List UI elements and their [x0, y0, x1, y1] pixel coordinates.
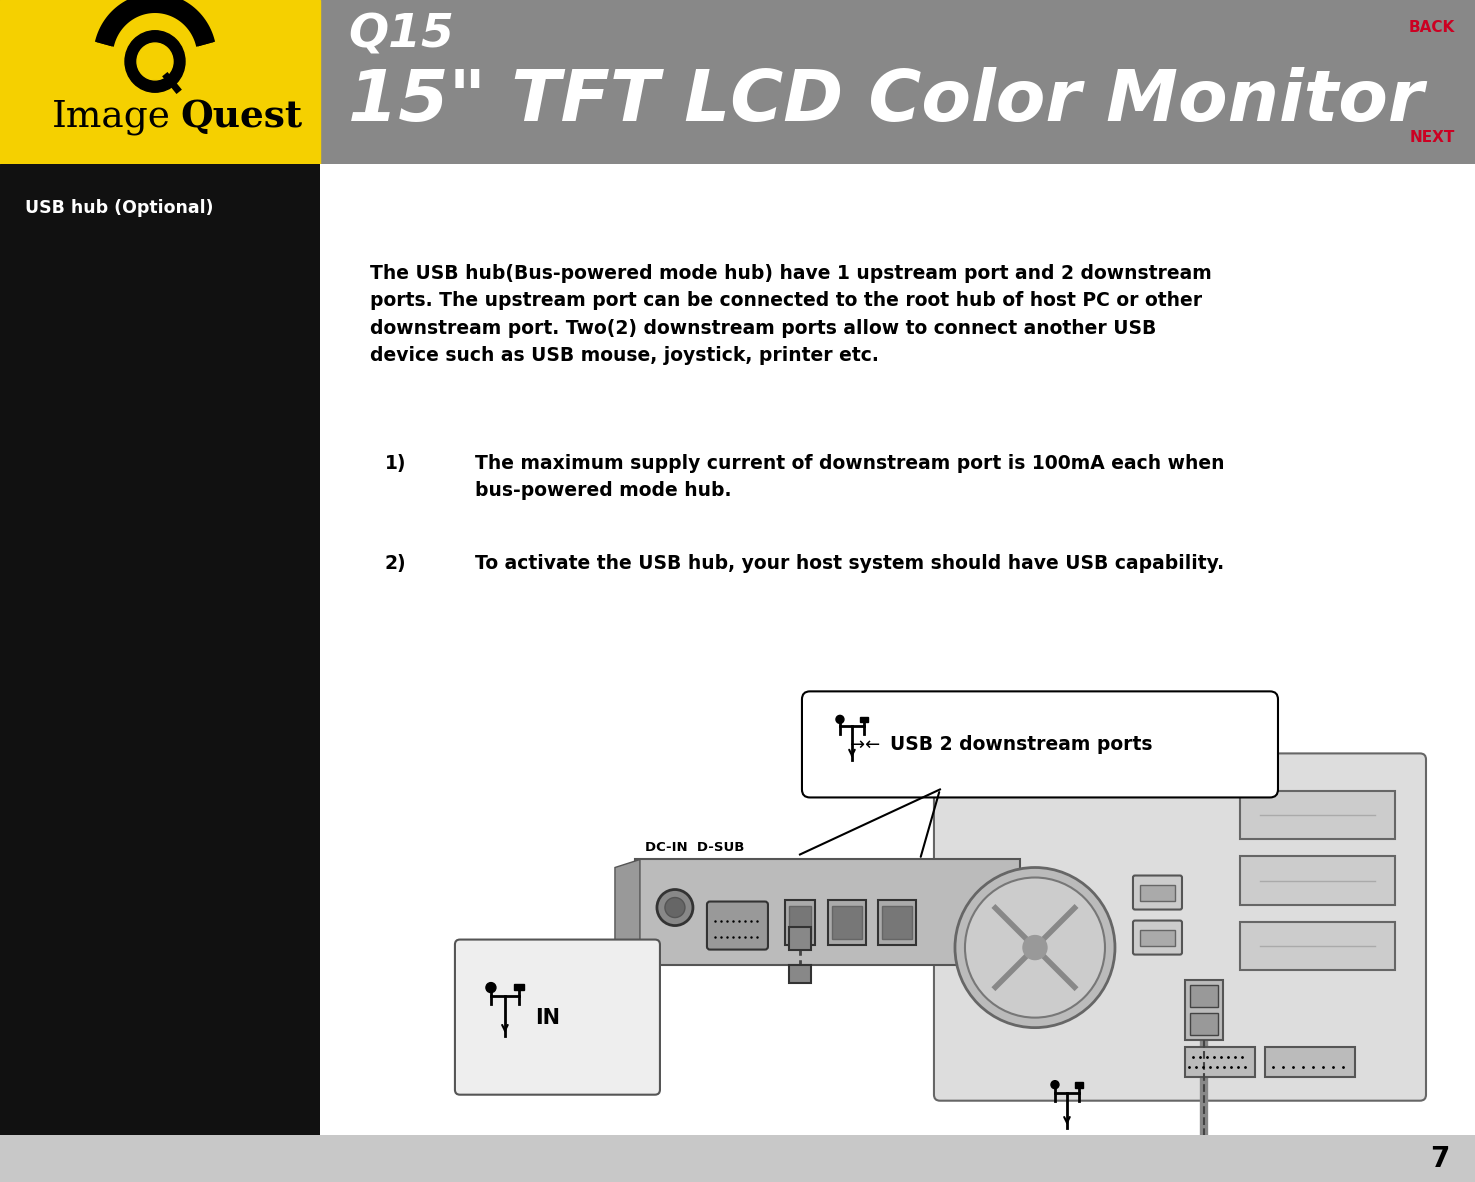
Bar — [827, 900, 866, 944]
Bar — [832, 905, 861, 939]
Circle shape — [125, 31, 184, 92]
Text: The maximum supply current of downstream port is 100mA each when
bus-powered mod: The maximum supply current of downstream… — [475, 454, 1224, 500]
Bar — [789, 905, 811, 939]
Text: Quest: Quest — [180, 98, 302, 135]
Text: 2): 2) — [385, 554, 407, 573]
Text: BACK: BACK — [1409, 20, 1454, 35]
Text: 7: 7 — [1431, 1145, 1450, 1173]
Bar — [1184, 1046, 1255, 1077]
Text: 1): 1) — [385, 454, 407, 473]
FancyBboxPatch shape — [454, 940, 659, 1095]
Bar — [1184, 980, 1223, 1040]
Bar — [1240, 792, 1395, 839]
Bar — [1063, 1144, 1083, 1160]
Bar — [0, 0, 320, 164]
Bar — [1140, 884, 1176, 901]
FancyBboxPatch shape — [1133, 876, 1181, 909]
FancyBboxPatch shape — [707, 902, 768, 949]
Text: Image: Image — [52, 99, 171, 135]
Bar — [1190, 1013, 1218, 1034]
Bar — [882, 905, 912, 939]
Circle shape — [1052, 1080, 1059, 1089]
Bar — [1075, 1082, 1083, 1087]
Text: →←: →← — [850, 735, 881, 753]
Bar — [860, 717, 867, 722]
Text: To activate the USB hub, your host system should have USB capability.: To activate the USB hub, your host syste… — [475, 554, 1224, 573]
Bar — [785, 900, 816, 944]
Text: DC-IN  D-SUB: DC-IN D-SUB — [645, 842, 745, 855]
Bar — [789, 927, 811, 949]
Text: Q15: Q15 — [348, 12, 454, 57]
Bar — [634, 859, 1021, 965]
FancyBboxPatch shape — [802, 691, 1277, 798]
Bar — [1266, 1046, 1356, 1077]
Bar — [1140, 929, 1176, 946]
Circle shape — [665, 897, 684, 917]
Bar — [789, 965, 811, 982]
FancyBboxPatch shape — [934, 753, 1426, 1100]
Circle shape — [485, 982, 496, 993]
Circle shape — [1176, 769, 1184, 779]
Circle shape — [656, 890, 693, 926]
Text: USB hub (Optional): USB hub (Optional) — [25, 199, 214, 217]
Bar — [1240, 922, 1395, 969]
Text: 15" TFT LCD Color Monitor: 15" TFT LCD Color Monitor — [348, 66, 1423, 136]
Text: The USB hub(Bus-powered mode hub) have 1 upstream port and 2 downstream
ports. T: The USB hub(Bus-powered mode hub) have 1… — [370, 264, 1211, 365]
FancyBboxPatch shape — [1133, 921, 1181, 955]
Circle shape — [137, 43, 173, 80]
Polygon shape — [615, 859, 640, 965]
Text: IN: IN — [535, 1007, 560, 1027]
Bar — [878, 900, 916, 944]
Circle shape — [954, 868, 1115, 1027]
Circle shape — [1024, 936, 1047, 960]
Bar — [1240, 857, 1395, 904]
Bar — [513, 983, 524, 989]
Bar — [1190, 985, 1218, 1007]
Circle shape — [836, 715, 844, 723]
Text: USB 2 downstream ports: USB 2 downstream ports — [889, 735, 1152, 754]
Bar — [1193, 1138, 1214, 1150]
Text: NEXT: NEXT — [1410, 130, 1454, 145]
Circle shape — [965, 877, 1105, 1018]
FancyBboxPatch shape — [1041, 1151, 1103, 1182]
